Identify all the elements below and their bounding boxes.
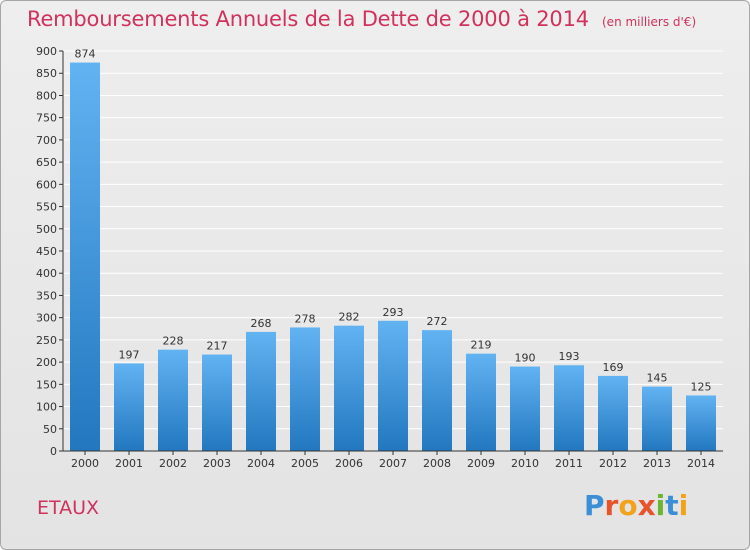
x-tick-label: 2001 [115, 457, 143, 470]
bar-2009 [466, 353, 496, 451]
brand-letter: P [584, 489, 605, 522]
bar-value-label: 282 [339, 311, 360, 324]
bar-value-label: 197 [119, 348, 140, 361]
brand-letter: r [604, 489, 619, 522]
y-tick-label: 900 [36, 45, 57, 58]
brand-letter: i [655, 489, 666, 522]
title-row: Remboursements Annuels de la Dette de 20… [27, 7, 696, 31]
x-tick-label: 2005 [291, 457, 319, 470]
bar-value-label: 293 [383, 306, 404, 319]
brand-letter: t [665, 489, 679, 522]
bar-2001 [114, 363, 144, 451]
y-tick-label: 450 [36, 245, 57, 258]
y-tick-label: 750 [36, 112, 57, 125]
y-tick-label: 700 [36, 134, 57, 147]
bar-value-label: 125 [691, 380, 712, 393]
y-tick-label: 100 [36, 401, 57, 414]
bar-2004 [246, 331, 276, 451]
y-tick-label: 550 [36, 201, 57, 214]
x-tick-label: 2007 [379, 457, 407, 470]
x-tick-label: 2006 [335, 457, 363, 470]
bar-value-label: 278 [295, 312, 316, 325]
x-tick-label: 2009 [467, 457, 495, 470]
y-tick-label: 600 [36, 178, 57, 191]
x-tick-label: 2002 [159, 457, 187, 470]
brand-letter: i [678, 489, 689, 522]
y-tick-label: 0 [50, 445, 57, 458]
x-tick-label: 2008 [423, 457, 451, 470]
bar-2010 [510, 366, 540, 451]
bar-2000 [70, 62, 100, 452]
x-tick-label: 2004 [247, 457, 275, 470]
label-layer: 874 197 228 217 268 278 282 293 272 219 190 193 169 1… [75, 48, 712, 394]
x-tick-label: 2012 [599, 457, 627, 470]
bar-2011 [554, 365, 584, 451]
x-tick-label: 2011 [555, 457, 583, 470]
bar-2006 [334, 325, 364, 451]
bar-2012 [598, 375, 628, 451]
y-tick-label: 300 [36, 312, 57, 325]
bar-2007 [378, 320, 408, 451]
y-tick-label: 400 [36, 267, 57, 280]
bar-value-label: 193 [559, 350, 580, 363]
bar-value-label: 190 [515, 352, 536, 365]
y-tick-label: 50 [43, 423, 57, 436]
bar-value-label: 169 [603, 361, 624, 374]
bar-value-label: 217 [207, 340, 228, 353]
x-tick-label: 2003 [203, 457, 231, 470]
y-tick-label: 850 [36, 67, 57, 80]
bar-2003 [202, 354, 232, 451]
y-tick-label: 800 [36, 89, 57, 102]
y-tick-label: 150 [36, 378, 57, 391]
y-tick-label: 650 [36, 156, 57, 169]
axis-layer: 0 50 100 150 200 250 300 350 400 450 500 550 600 650 7… [36, 45, 723, 470]
bar-value-label: 272 [427, 315, 448, 328]
bar-value-label: 228 [163, 335, 184, 348]
bar-layer [70, 62, 716, 452]
bar-2005 [290, 327, 320, 451]
commune-label: ETAUX [37, 497, 100, 519]
bar-value-label: 145 [647, 372, 668, 385]
y-tick-label: 250 [36, 334, 57, 347]
y-tick-label: 350 [36, 289, 57, 302]
brand-letter: x [637, 489, 656, 522]
chart-title: Remboursements Annuels de la Dette de 20… [27, 7, 589, 31]
y-tick-label: 200 [36, 356, 57, 369]
brand-letter: o [618, 489, 638, 522]
x-tick-label: 2014 [687, 457, 715, 470]
bar-value-label: 268 [251, 317, 272, 330]
x-tick-label: 2000 [71, 457, 99, 470]
bar-2013 [642, 386, 672, 451]
chart-subtitle: (en milliers d'€) [602, 15, 697, 29]
y-tick-label: 500 [36, 223, 57, 236]
bar-2002 [158, 349, 188, 451]
bar-value-label: 874 [75, 48, 96, 61]
brand-logo: Proxiti [584, 489, 688, 522]
x-tick-label: 2013 [643, 457, 671, 470]
bar-value-label: 219 [471, 339, 492, 352]
x-tick-label: 2010 [511, 457, 539, 470]
bar-2008 [422, 330, 452, 451]
bar-2014 [686, 395, 716, 451]
